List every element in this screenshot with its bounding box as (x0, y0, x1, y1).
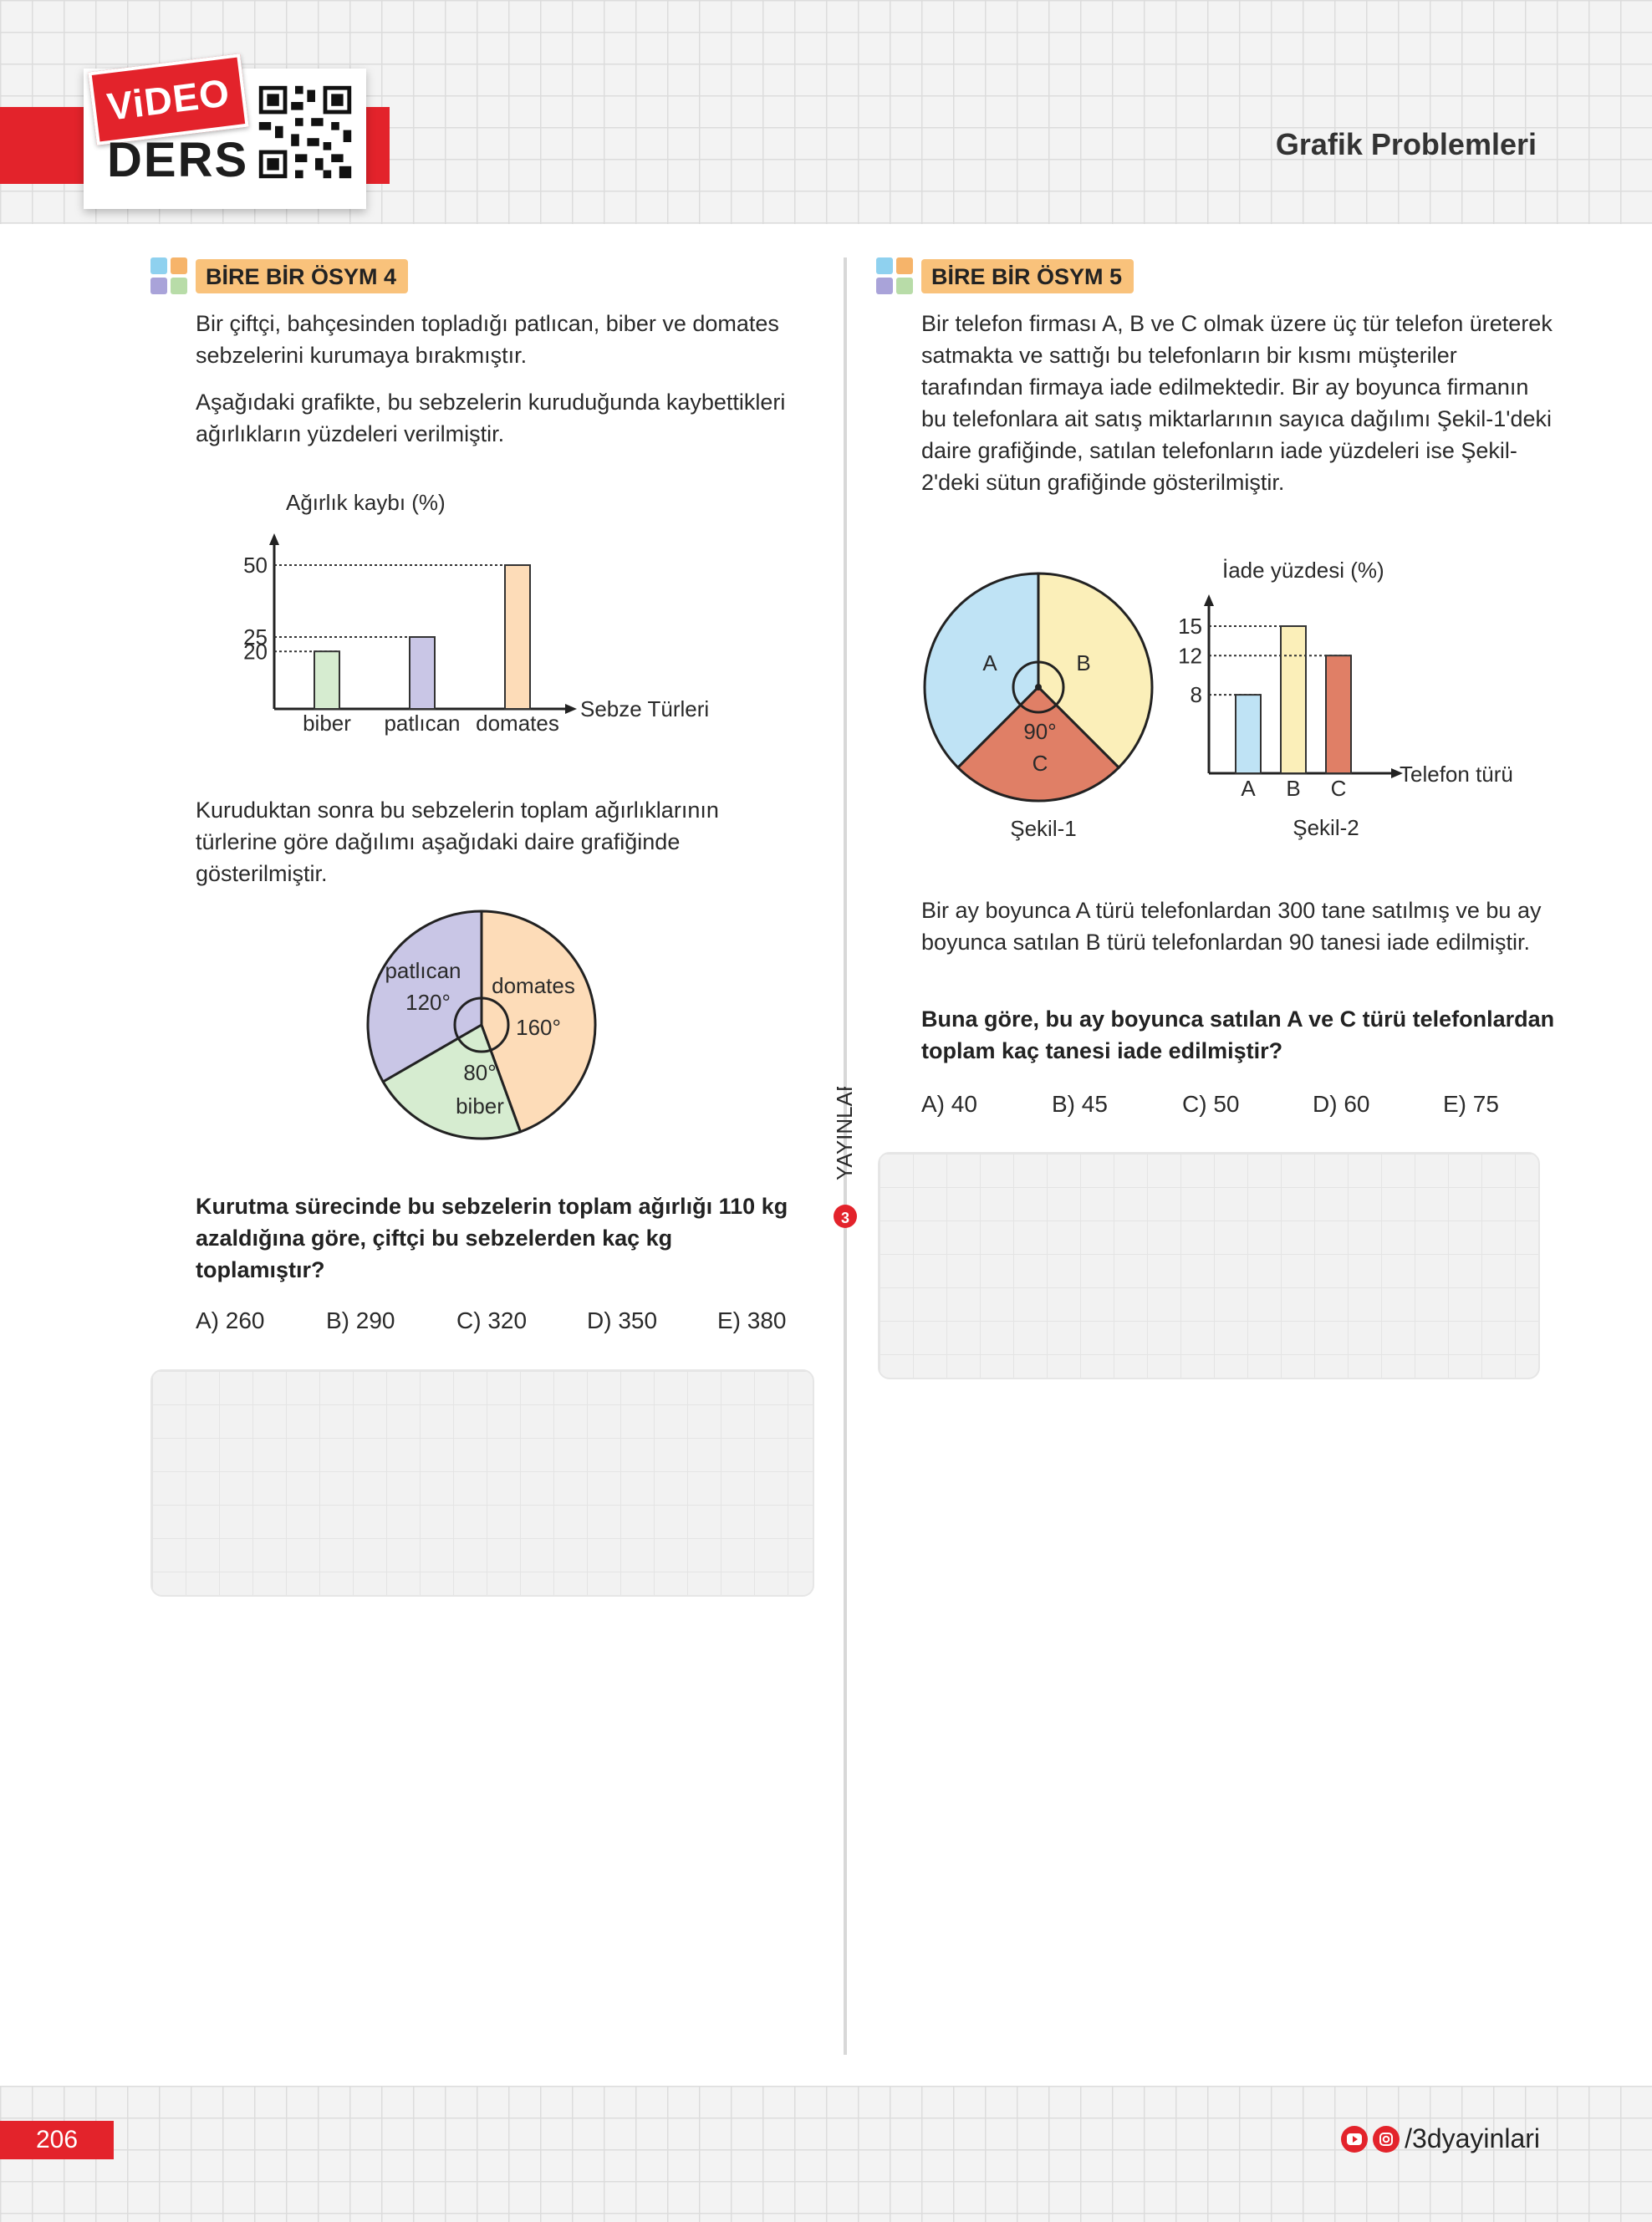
q4-paragraph-3: Kuruduktan sonra bu sebzelerin toplam ağ… (196, 798, 719, 886)
y-axis-arrow (1204, 594, 1214, 606)
bar-A (1235, 694, 1262, 774)
angle-label-biber: 80° (463, 1060, 496, 1085)
category-label: patlıcan (384, 711, 460, 736)
slice-biber (381, 1022, 523, 1140)
q4-question: Kurutma sürecinde bu sebzelerin toplam a… (196, 1194, 788, 1282)
slice-label-domates: domates (492, 973, 575, 998)
question-grid-icon (876, 257, 913, 294)
category-label: A (1241, 776, 1256, 801)
slice-C (956, 685, 1121, 803)
bar-B (1280, 625, 1307, 774)
instagram-icon[interactable] (1373, 2125, 1400, 2153)
y-tick-label: 12 (1178, 643, 1202, 668)
q5-choices: A) 40 B) 45 C) 50 D) 60 E) 75 (921, 1091, 1543, 1118)
social-handle: /3dyayinlari (1405, 2123, 1540, 2153)
center-dot (1035, 684, 1042, 691)
slice-patlıcan (366, 910, 483, 1084)
q4-pie-chart: patlıcan 120° domates 160° 80° biber (366, 910, 597, 1140)
q5-header: BİRE BİR ÖSYM 5 (876, 257, 1134, 294)
q4-paragraph-1: Bir çiftçi, bahçesinden topladığı patlıc… (196, 311, 779, 368)
side-brand-text: YAYINLARI (832, 1087, 857, 1180)
y-tick-label: 15 (1178, 614, 1202, 639)
q4-choice-e[interactable]: E) 380 (717, 1307, 787, 1333)
bar-C (1325, 655, 1352, 774)
q5-question: Buna göre, bu ay boyunca satılan A ve C … (921, 1007, 1555, 1063)
q4-header: BİRE BİR ÖSYM 4 (150, 257, 409, 294)
figure-caption-2: Şekil-2 (1293, 815, 1359, 840)
angle-label-c: 90° (1023, 719, 1056, 744)
q4-bar-chart: Ağırlık kaybı (%) Sebze Türleri biber patlı… (243, 490, 709, 736)
publisher-logo-icon (834, 1205, 857, 1228)
x-axis-arrow (1391, 768, 1403, 778)
qr-code-icon[interactable] (255, 82, 355, 182)
slice-B (1037, 572, 1154, 770)
bar-biber (314, 650, 340, 710)
q5-label: BİRE BİR ÖSYM 5 (921, 258, 1134, 293)
y-tick-label: 20 (243, 639, 268, 664)
publisher-side-label: YAYINLARI 3 (832, 1087, 857, 1228)
y-tick-label: 50 (243, 553, 268, 578)
column-divider (844, 257, 847, 2055)
q5-paragraph-2: Bir ay boyunca A türü telefonlardan 300 … (921, 898, 1542, 955)
y-axis-arrow (269, 533, 279, 545)
social-links[interactable]: /3dyayinlari (1341, 2123, 1540, 2154)
bar-patlıcan (409, 636, 436, 710)
q4-label: BİRE BİR ÖSYM 4 (196, 258, 409, 293)
bar-domates (504, 564, 531, 710)
q5-choice-b[interactable]: B) 45 (1052, 1091, 1108, 1117)
category-label: biber (303, 711, 351, 736)
q4-choice-b[interactable]: B) 290 (326, 1307, 395, 1333)
q5-choice-d[interactable]: D) 60 (1313, 1091, 1370, 1117)
slice-label-biber: biber (456, 1093, 504, 1119)
slice-label-b: B (1076, 650, 1090, 675)
x-axis-label: Telefon türü (1400, 762, 1513, 787)
center-angle-mark (1012, 660, 1065, 714)
page-title: Grafik Problemleri (1275, 127, 1537, 161)
center-angle-mark (453, 996, 510, 1053)
q5-work-area[interactable] (878, 1152, 1540, 1379)
y-axis-label: İade yüzdesi (%) (1222, 558, 1384, 583)
category-label: C (1331, 776, 1347, 801)
youtube-icon[interactable] (1341, 2125, 1369, 2153)
q5-bar-chart: İade yüzdesi (%) Telefon türü A B C 8 12 15 Şeki… (1178, 558, 1513, 840)
ders-label: DERS (107, 133, 249, 187)
q4-choice-a[interactable]: A) 260 (196, 1307, 265, 1333)
q4-paragraph-2: Aşağıdaki grafikte, bu sebzelerin kurudu… (196, 390, 786, 446)
slice-A (923, 572, 1040, 770)
y-tick-label: 25 (243, 624, 268, 650)
slice-label-a: A (982, 650, 997, 675)
q5-choice-c[interactable]: C) 50 (1182, 1091, 1240, 1117)
q5-choice-e[interactable]: E) 75 (1443, 1091, 1499, 1117)
q4-work-area[interactable] (150, 1369, 814, 1597)
slice-label-c: C (1032, 751, 1048, 776)
x-axis-label: Sebze Türleri (580, 696, 709, 721)
question-grid-icon (150, 257, 187, 294)
category-label: B (1286, 776, 1300, 801)
figure-caption-1: Şekil-1 (1010, 816, 1076, 841)
q4-choices: A) 260 B) 290 C) 320 D) 350 E) 380 (196, 1307, 818, 1334)
y-axis-label: Ağırlık kaybı (%) (286, 490, 446, 515)
q5-choice-a[interactable]: A) 40 (921, 1091, 977, 1117)
page-number: 206 (0, 2121, 114, 2159)
x-axis-arrow (565, 704, 577, 714)
y-tick-label: 8 (1191, 682, 1202, 707)
slice-domates (480, 910, 597, 1134)
angle-label-domates: 160° (516, 1015, 561, 1040)
q4-choice-c[interactable]: C) 320 (456, 1307, 528, 1333)
q5-paragraph-1: Bir telefon firması A, B ve C olmak üzer… (921, 311, 1553, 495)
svg-text:3: 3 (841, 1210, 849, 1226)
category-label: domates (476, 711, 559, 736)
footer-background (0, 2086, 1652, 2222)
angle-label-patlican: 120° (405, 990, 451, 1015)
q5-pie-chart: A B 90° C Şekil-1 (923, 572, 1154, 841)
slice-label-patlican: patlıcan (385, 958, 461, 983)
q4-choice-d[interactable]: D) 350 (587, 1307, 658, 1333)
